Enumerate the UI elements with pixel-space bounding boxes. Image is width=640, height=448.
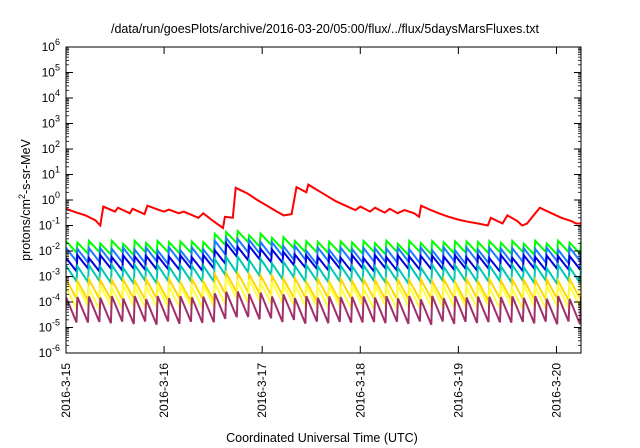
y-axis-label-sup: 2 bbox=[17, 194, 27, 199]
y-axis-label-rest: -s-sr-MeV bbox=[19, 138, 33, 194]
y-tick-label: 10-3 bbox=[39, 267, 60, 284]
y-tick-label: 100 bbox=[42, 190, 60, 207]
y-tick-label: 102 bbox=[42, 139, 60, 156]
y-tick-label: 105 bbox=[42, 63, 60, 80]
x-tick-label: 2016-3-17 bbox=[255, 363, 269, 418]
y-tick-label: 10-1 bbox=[39, 216, 60, 233]
y-tick-label: 103 bbox=[42, 114, 60, 131]
y-tick-label: 101 bbox=[42, 165, 60, 182]
y-tick-label: 10-4 bbox=[39, 292, 60, 309]
x-axis: 2016-3-15 2016-3-16 2016-3-17 2016-3-18 2016… bbox=[59, 47, 563, 418]
y-axis: 10-6 10-5 10-4 10-3 10-2 10-1 100 101 102 103 104 1… bbox=[39, 37, 581, 360]
chart-title: /data/run/goesPlots/archive/2016-03-20/0… bbox=[111, 22, 540, 36]
x-tick-label: 2016-3-19 bbox=[451, 363, 465, 418]
y-tick-label: 10-5 bbox=[39, 318, 60, 335]
y-tick-label: 10-6 bbox=[39, 343, 60, 360]
x-axis-label: Coordinated Universal Time (UTC) bbox=[226, 431, 418, 445]
y-tick-label: 104 bbox=[42, 88, 60, 105]
plot-lines bbox=[66, 183, 581, 326]
x-tick-label: 2016-3-15 bbox=[59, 363, 73, 418]
series-line-1 bbox=[66, 183, 581, 230]
series-line-8 bbox=[66, 291, 581, 326]
x-tick-label: 2016-3-18 bbox=[353, 363, 367, 418]
x-tick-label: 2016-3-16 bbox=[157, 363, 171, 418]
x-tick-label: 2016-3-20 bbox=[549, 363, 563, 418]
y-tick-label: 106 bbox=[42, 37, 60, 54]
plot-frame bbox=[65, 46, 582, 354]
y-axis-label: protons/cm2-s-sr-MeV bbox=[17, 138, 33, 260]
y-axis-label-main: protons/cm bbox=[19, 199, 33, 261]
y-tick-label: 10-2 bbox=[39, 241, 60, 258]
